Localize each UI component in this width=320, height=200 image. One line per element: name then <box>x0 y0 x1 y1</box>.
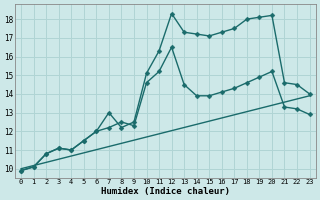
X-axis label: Humidex (Indice chaleur): Humidex (Indice chaleur) <box>101 187 230 196</box>
